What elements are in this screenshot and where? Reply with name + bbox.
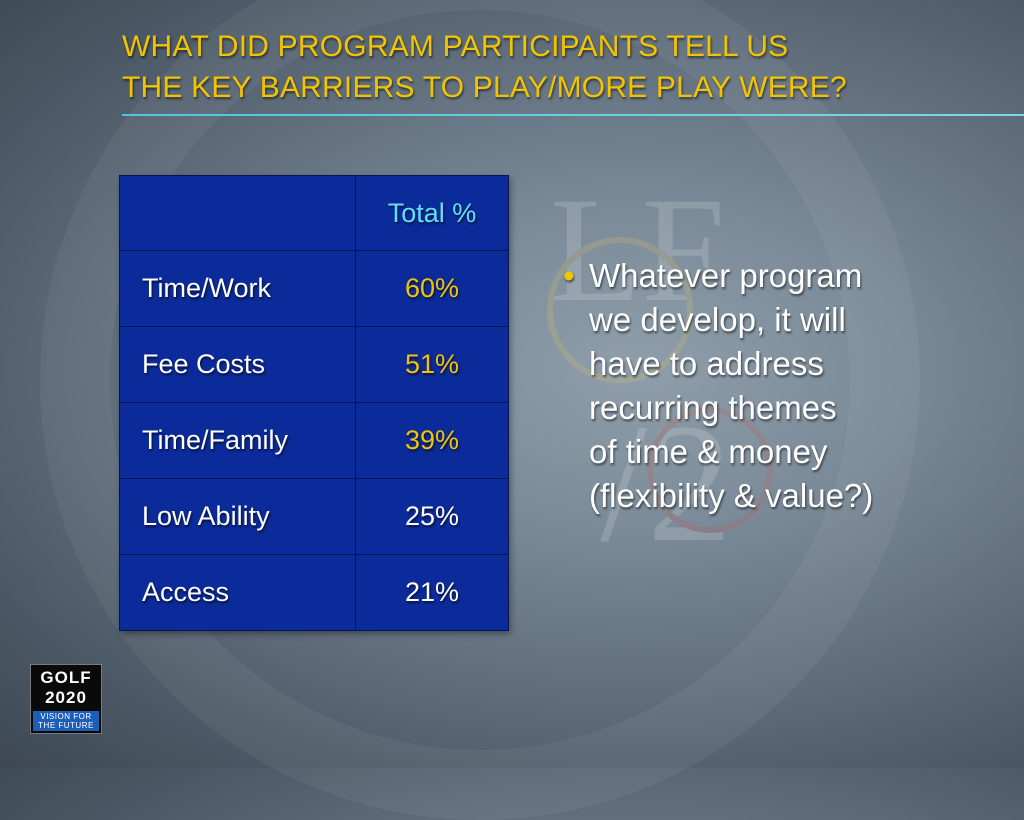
row-value: 25% <box>355 478 509 555</box>
title-line-2: THE KEY BARRIERS TO PLAY/MORE PLAY WERE? <box>122 71 847 104</box>
logo-line-2: 2020 <box>45 688 87 707</box>
barriers-table: Total % Time/Work 60% Fee Costs 51% Time… <box>119 175 509 631</box>
logo-tagline-1: VISION FOR <box>40 712 92 721</box>
table-row: Low Ability 25% <box>119 478 509 555</box>
logo-line-1: GOLF <box>40 668 92 687</box>
table-row: Time/Work 60% <box>119 250 509 327</box>
row-value: 51% <box>355 326 509 403</box>
golf-2020-logo: GOLF 2020 VISION FOR THE FUTURE <box>30 664 102 734</box>
row-label: Access <box>119 554 356 631</box>
row-label: Time/Work <box>119 250 356 327</box>
bullet-text: Whatever program we develop, it will hav… <box>589 257 874 514</box>
table-row: Access 21% <box>119 554 509 631</box>
title-divider <box>122 114 1024 116</box>
total-percent-header: Total % <box>355 175 509 251</box>
row-value: 60% <box>355 250 509 327</box>
table-row: Fee Costs 51% <box>119 326 509 403</box>
logo-tagline: VISION FOR THE FUTURE <box>33 711 99 731</box>
key-takeaway-bullet: • Whatever program we develop, it will h… <box>563 254 1003 518</box>
table-corner-cell <box>119 175 356 251</box>
slide-title: WHAT DID PROGRAM PARTICIPANTS TELL US TH… <box>122 26 982 108</box>
table-row: Time/Family 39% <box>119 402 509 479</box>
golf-2020-watermark: LF /2 <box>547 170 773 577</box>
table-header-row: Total % <box>119 175 509 251</box>
logo-tagline-2: THE FUTURE <box>38 721 94 730</box>
row-value: 21% <box>355 554 509 631</box>
row-value: 39% <box>355 402 509 479</box>
row-label: Low Ability <box>119 478 356 555</box>
svg-text:/2: /2 <box>600 389 732 577</box>
title-line-1: WHAT DID PROGRAM PARTICIPANTS TELL US <box>122 30 789 63</box>
row-label: Time/Family <box>119 402 356 479</box>
row-label: Fee Costs <box>119 326 356 403</box>
svg-text:LF: LF <box>550 170 725 333</box>
bullet-marker: • <box>563 257 575 294</box>
